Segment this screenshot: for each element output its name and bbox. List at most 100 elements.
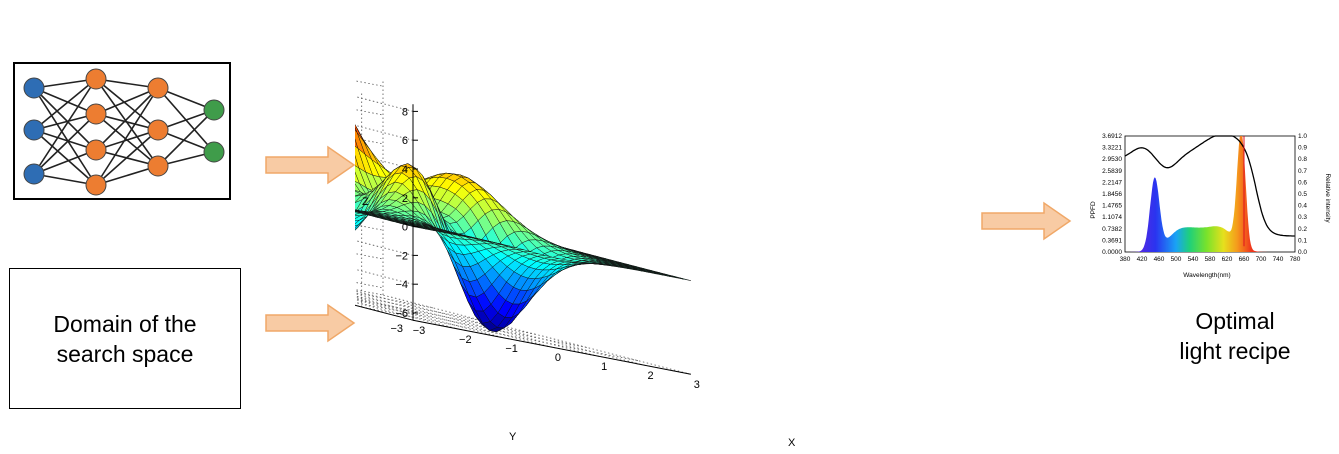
ppfd-tick-label: 2.5839 [1102,168,1122,175]
network-nodes [23,68,225,196]
z-tick-label: 0 [402,222,408,234]
y-tick-label: −3 [390,323,403,335]
y-axis [355,304,414,321]
y-axis-label: Y [509,431,517,443]
wavelength-axis-label: Wavelength(nm) [1183,272,1230,279]
ppfd-tick-label: 3.6912 [1102,133,1122,140]
z-tick-label: −2 [395,250,408,262]
gridline [355,290,645,366]
intensity-tick-label: 0.1 [1298,237,1307,244]
x-tick-label: 3 [694,379,700,391]
arrow-right-icon [265,145,356,185]
network-edge [33,149,97,175]
ppfd-tick-label: 1.1074 [1102,214,1122,221]
network-edge [33,78,97,131]
search-space-domain-box: Domain of the search space [9,268,241,409]
ppfd-tick-label: 2.9530 [1102,156,1122,163]
gridline [355,109,384,116]
network-edge [33,129,97,151]
network-edge [33,113,97,175]
x-tick-label: 1 [601,361,607,373]
x-tick-label: 2 [647,370,653,382]
hidden-node [85,68,107,90]
hidden-node [147,77,169,99]
hidden-node [85,139,107,161]
spectrum-tick-labels: 3.6912 3.3221 2.9530 2.5839 2.2147 1.8456 1.47… [1102,133,1307,263]
wavelength-tick-label: 740 [1273,256,1284,263]
z-tick-label: 6 [402,135,408,147]
ppfd-tick-label: 0.7382 [1102,226,1122,233]
hidden-node [147,155,169,177]
input-node [23,119,45,141]
network-edges [33,78,215,186]
intensity-tick-label: 0.4 [1298,203,1307,210]
light-spectrum-chart: 3.6912 3.3221 2.9530 2.5839 2.2147 1.8456 1.47… [1090,133,1331,279]
relative-intensity-axis-label: Relative intensity [1324,173,1331,223]
z-tick-label: 4 [402,164,408,176]
x-tick-label: −3 [413,325,426,337]
neural-network-graph [23,68,225,196]
network-edge [95,87,159,115]
plot-axes [355,104,691,375]
network-edge [33,113,97,131]
optimal-light-recipe-label: Optimal light recipe [1179,308,1291,364]
intensity-tick-label: 0.9 [1298,145,1307,152]
gridline [355,298,537,335]
x-axis-label: X [788,437,796,449]
gridline [361,306,640,362]
x-tick-label: −1 [505,343,518,355]
gridline [355,299,506,339]
ppfd-tick-label: 1.4765 [1102,203,1122,210]
hidden-node [147,119,169,141]
wavelength-tick-label: 460 [1154,256,1165,263]
network-edge [33,87,97,115]
gridline [355,281,384,289]
x-tick-label: −2 [459,334,472,346]
ppfd-tick-label: 0.3691 [1102,237,1122,244]
intensity-tick-label: 0.5 [1298,191,1307,198]
gridline [355,96,414,112]
output-node [203,99,225,121]
intensity-tick-label: 0.8 [1298,156,1307,163]
intensity-tick-label: 1.0 [1298,133,1307,140]
plot-gridlines [355,79,691,375]
network-edge [95,165,159,186]
z-tick-label: −4 [395,279,408,291]
wavelength-tick-label: 380 [1120,256,1131,263]
surface-facet [676,277,691,281]
spectrum-fill [1125,136,1295,252]
hidden-node [85,103,107,125]
spectrum-plot-area [1124,135,1296,253]
network-edge [33,87,97,151]
z-tick-label: 8 [402,106,408,118]
network-edge [95,113,159,131]
relative-intensity-curve [1124,135,1295,237]
gridline [355,124,414,141]
surface-facet [355,124,357,128]
wavelength-tick-label: 660 [1239,256,1250,263]
intensity-tick-label: 0.6 [1298,179,1307,186]
gridline [355,289,384,296]
network-edge [33,78,97,175]
ppfd-tick-label: 1.8456 [1102,191,1122,198]
domain-label: Domain of the search space [53,310,197,367]
arrow-right-icon [981,201,1072,241]
wavelength-tick-label: 620 [1222,256,1233,263]
ppfd-tick-label: 2.2147 [1102,179,1122,186]
hidden-node [85,174,107,196]
arrow-right-icon [265,303,356,343]
wavelength-tick-label: 700 [1256,256,1267,263]
network-edge [157,109,215,167]
intensity-tick-label: 0.3 [1298,214,1307,221]
input-node [23,163,45,185]
z-tick-label: −6 [395,308,408,320]
input-node [23,77,45,99]
ppfd-axis-label: PPFD [1090,201,1097,219]
network-edge [95,129,159,151]
neural-network-diagram [13,62,231,200]
intensity-tick-label: 0.7 [1298,168,1307,175]
wavelength-tick-label: 540 [1188,256,1199,263]
output-node [203,141,225,163]
